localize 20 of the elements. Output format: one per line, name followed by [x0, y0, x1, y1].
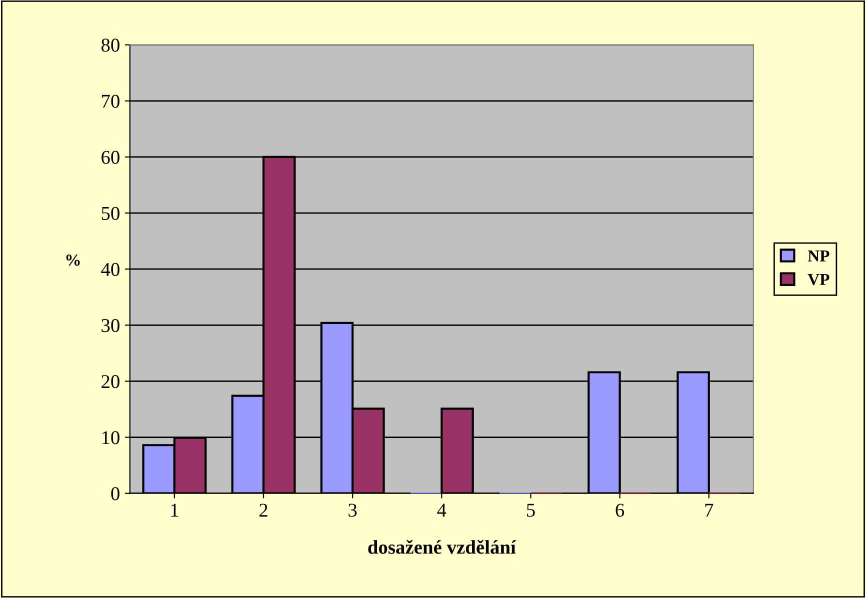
x-tick-label: 1	[171, 504, 178, 517]
y-tick-label: 30	[102, 318, 120, 332]
y-tick-label: 20	[102, 375, 120, 388]
y-tick-label: 40	[101, 262, 120, 276]
x-tick-label: 5	[527, 504, 535, 517]
y-tick-label: 10	[102, 431, 120, 444]
y-tick-label: 50	[102, 206, 120, 220]
y-axis-title: %	[66, 254, 80, 266]
x-axis-title: dosažené vzdělání	[368, 540, 516, 554]
legend-label: NP	[808, 250, 830, 262]
x-tick-label: 3	[348, 504, 357, 517]
y-tick-label: 0	[111, 487, 120, 500]
x-tick-label: 7	[705, 504, 714, 517]
x-tick-label: 4	[437, 504, 446, 517]
y-tick-label: 80	[101, 38, 120, 52]
x-tick-label: 2	[260, 504, 268, 517]
x-tick-label: 6	[616, 504, 624, 517]
y-tick-label: 70	[102, 94, 120, 108]
legend-label: VP	[808, 274, 830, 286]
y-tick-label: 60	[102, 150, 120, 164]
